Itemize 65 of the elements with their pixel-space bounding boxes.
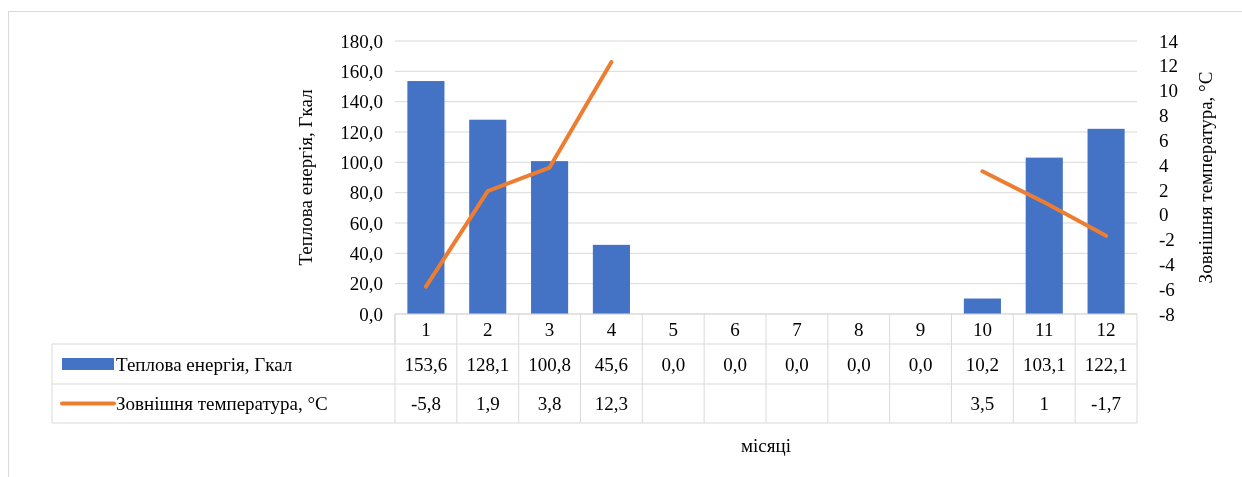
y-tick-label: 40,0 <box>349 242 383 264</box>
data-label: 10,2 <box>965 353 1000 375</box>
bar <box>963 298 1001 314</box>
y2-tick-label: 14 <box>1159 30 1179 52</box>
y-tick-label: 0,0 <box>359 303 383 325</box>
y2-tick-label: 0 <box>1159 204 1169 226</box>
data-label: 1,9 <box>475 393 500 415</box>
y-tick-label: 120,0 <box>340 121 383 143</box>
x-tick-label: 11 <box>1035 318 1054 340</box>
data-label: 0,0 <box>846 353 871 375</box>
data-label: 128,1 <box>466 353 510 375</box>
data-label: 153,6 <box>404 353 448 375</box>
legend-label: Теплова енергія, Гкал <box>116 353 293 375</box>
data-label: -5,8 <box>410 393 441 415</box>
bar <box>531 161 569 314</box>
data-label: 12,3 <box>594 393 629 415</box>
data-label: 0,0 <box>908 353 933 375</box>
y2-tick-label: -8 <box>1159 303 1175 325</box>
y2-axis-title: Зовнішня температура, °C <box>1195 71 1216 284</box>
y-tick-label: 140,0 <box>340 91 383 113</box>
x-tick-label: 2 <box>483 318 493 340</box>
y-tick-label: 100,0 <box>340 151 383 173</box>
y-tick-label: 180,0 <box>340 30 383 52</box>
data-label: 122,1 <box>1084 353 1128 375</box>
bar <box>1087 128 1125 314</box>
data-label: 3,8 <box>537 393 562 415</box>
data-label: 0,0 <box>785 353 809 375</box>
y2-tick-label: 4 <box>1159 154 1169 176</box>
x-tick-label: 6 <box>730 318 740 340</box>
data-label: 103,1 <box>1022 353 1066 375</box>
y-tick-label: 160,0 <box>340 60 383 82</box>
x-tick-label: 9 <box>915 318 926 340</box>
y2-tick-label: -4 <box>1159 253 1176 275</box>
x-tick-label: 12 <box>1096 318 1116 340</box>
y2-tick-label: -6 <box>1159 278 1175 300</box>
data-label: 3,5 <box>970 393 995 415</box>
y2-tick-label: 12 <box>1159 55 1178 77</box>
y2-tick-label: 10 <box>1159 80 1178 102</box>
data-label: 0,0 <box>661 353 686 375</box>
data-label: -1,7 <box>1091 393 1122 415</box>
y-tick-label: 80,0 <box>349 182 383 204</box>
data-label: 100,8 <box>528 353 571 375</box>
x-tick-label: 1 <box>421 318 431 340</box>
bar <box>469 119 507 314</box>
data-label: 0,0 <box>723 353 747 375</box>
x-tick-label: 8 <box>854 318 864 340</box>
y-tick-label: 20,0 <box>349 273 383 295</box>
x-tick-label: 7 <box>792 318 802 340</box>
y2-tick-label: -2 <box>1159 229 1175 251</box>
y-axis-title: Теплова енергія, Гкал <box>295 88 316 266</box>
x-tick-label: 3 <box>544 318 555 340</box>
y-tick-label: 60,0 <box>349 212 383 234</box>
bar <box>1025 157 1063 314</box>
bar <box>592 244 630 314</box>
y2-tick-label: 2 <box>1159 179 1169 201</box>
data-label: 1 <box>1039 393 1049 415</box>
legend-label: Зовнішня температура, °C <box>116 393 328 415</box>
y2-tick-label: 8 <box>1159 105 1169 127</box>
x-tick-label: 4 <box>606 318 617 340</box>
y2-tick-label: 6 <box>1159 129 1169 151</box>
x-tick-label: 5 <box>668 318 678 340</box>
data-label: 45,6 <box>594 353 629 375</box>
x-tick-label: 10 <box>972 318 992 340</box>
x-axis-title: місяці <box>741 434 791 456</box>
bar <box>407 81 445 314</box>
